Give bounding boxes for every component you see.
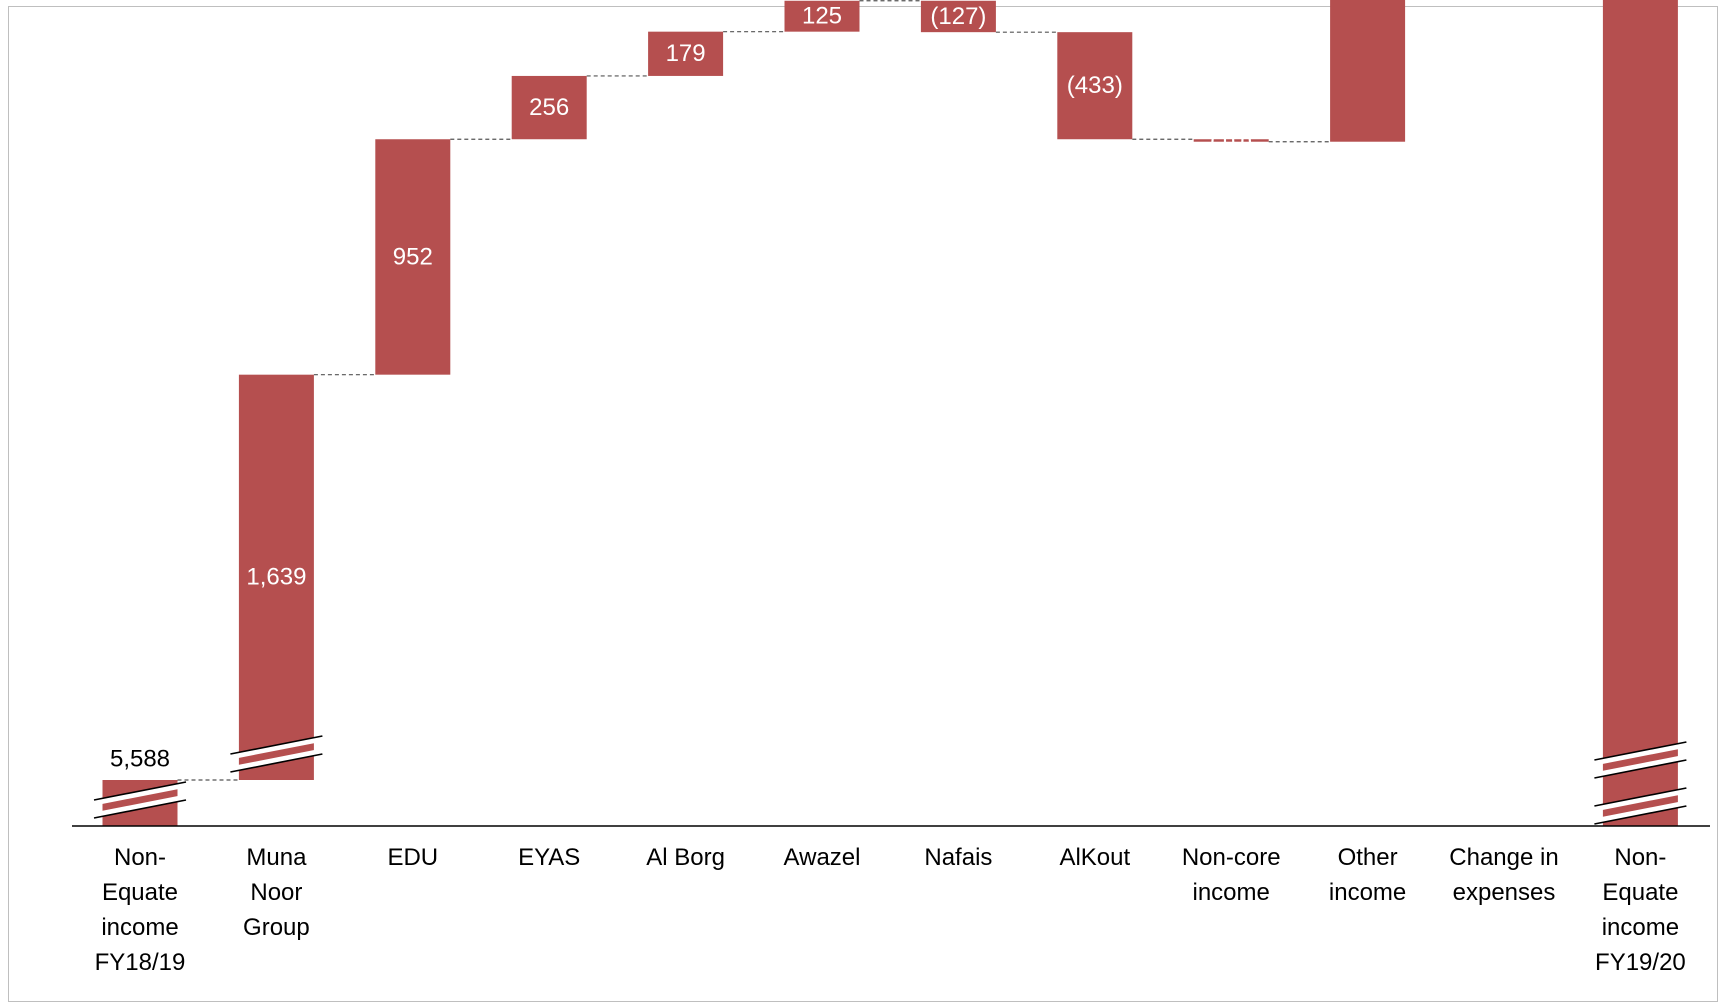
- category-label-line: AlKout: [1059, 844, 1130, 871]
- category-label: Non-core income: [1182, 844, 1281, 906]
- axis-break-gap: [1593, 800, 1687, 824]
- axis-break-mark: [93, 799, 187, 819]
- category-label-line: Non-core: [1182, 844, 1281, 871]
- data-label: 256: [529, 94, 569, 121]
- category-label: Al Borg: [646, 844, 725, 871]
- data-label: (127): [930, 3, 986, 30]
- waterfall-bar: [1193, 139, 1269, 142]
- category-label: EDU: [387, 844, 438, 871]
- category-label-line: Group: [243, 914, 310, 941]
- category-label-line: income: [101, 914, 178, 941]
- category-label: AlKout: [1059, 844, 1130, 871]
- waterfall-bar: [920, 0, 996, 33]
- waterfall-bar: [784, 0, 860, 32]
- axis-break-mark: [1594, 741, 1687, 761]
- category-label-line: Equate: [102, 879, 178, 906]
- category-label-line: EDU: [387, 844, 438, 871]
- data-label: 952: [393, 243, 433, 270]
- axis-break-gap: [229, 736, 323, 760]
- waterfall-bar: [511, 75, 587, 140]
- data-label: 125: [802, 3, 842, 30]
- category-label-line: Other: [1338, 844, 1398, 871]
- category-label: Awazel: [784, 844, 861, 871]
- axis-break-mark: [230, 735, 323, 755]
- category-label: Other income: [1329, 844, 1406, 906]
- data-label: 5,588: [110, 745, 170, 772]
- category-label-line: Nafais: [924, 844, 992, 871]
- data-label: (10): [1210, 127, 1253, 154]
- category-label: EYAS: [518, 844, 580, 871]
- data-label: 1,639: [246, 564, 306, 591]
- waterfall-bar: [648, 31, 724, 76]
- category-label-line: Non-: [114, 844, 166, 871]
- category-label-line: Muna: [246, 844, 307, 871]
- category-label-line: Awazel: [784, 844, 861, 871]
- axis-break-gap: [93, 794, 187, 818]
- category-label: Change in expenses: [1449, 844, 1558, 906]
- axis-break-mark: [93, 781, 187, 801]
- category-label-line: income: [1329, 879, 1406, 906]
- axis-break-mark: [1594, 759, 1687, 779]
- category-label: Non- Equate income FY18/19: [95, 844, 186, 976]
- axis-break-mark: [1594, 787, 1687, 807]
- category-label-line: Non-: [1614, 844, 1666, 871]
- category-label: Muna Noor Group: [243, 844, 310, 941]
- axis-break-gap: [1593, 788, 1687, 812]
- category-label: Non- Equate income FY19/20: [1595, 844, 1686, 976]
- category-label-line: Equate: [1602, 879, 1678, 906]
- data-label: 179: [666, 40, 706, 67]
- waterfall-bar: [1602, 0, 1678, 827]
- category-label-line: Change in: [1449, 844, 1558, 871]
- waterfall-bar: [238, 374, 314, 780]
- axis-break-mark: [1594, 805, 1687, 825]
- waterfall-bar: [1057, 32, 1133, 140]
- axis-break-gap: [1593, 742, 1687, 766]
- category-label-line: expenses: [1453, 879, 1556, 906]
- category-label-line: EYAS: [518, 844, 580, 871]
- category-label: Nafais: [924, 844, 992, 871]
- data-label: (433): [1067, 72, 1123, 99]
- axis-break-gap: [1593, 754, 1687, 778]
- category-label-line: FY18/19: [95, 949, 186, 976]
- category-label-line: income: [1602, 914, 1679, 941]
- axis-break-gap: [93, 782, 187, 806]
- axis-break-gap: [229, 748, 323, 772]
- category-label-line: FY19/20: [1595, 949, 1686, 976]
- category-label-line: Al Borg: [646, 844, 725, 871]
- category-label-line: Noor: [250, 879, 302, 906]
- axis-break-mark: [230, 753, 323, 773]
- waterfall-bar: [375, 139, 451, 375]
- category-label-line: income: [1193, 879, 1270, 906]
- waterfall-bar: [1330, 0, 1406, 142]
